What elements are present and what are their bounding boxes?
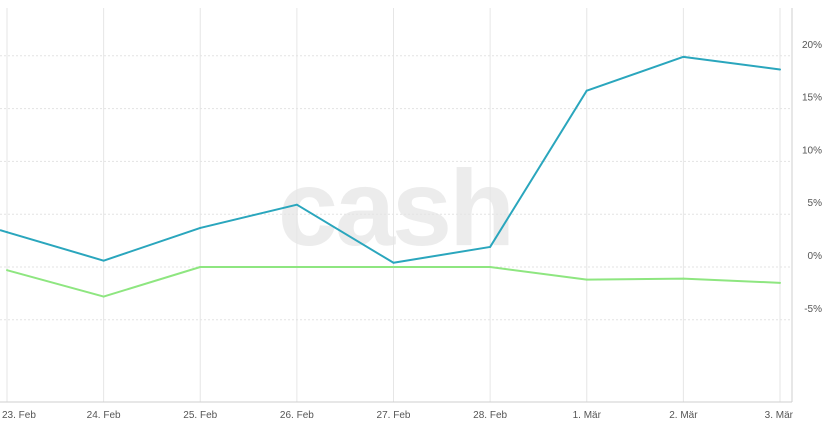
tick-labels: 20% 15% 10% 5% 0% -5% 23. Feb 24. Feb 25. Feb 26.… [2, 40, 822, 421]
y-tick-label: 10% [802, 145, 822, 156]
data-point [682, 55, 685, 58]
axes [0, 8, 793, 403]
x-tick-label: 24. Feb [87, 410, 121, 421]
data-point [779, 68, 781, 71]
data-point [102, 295, 105, 298]
data-point [585, 89, 588, 92]
data-point [6, 269, 8, 272]
x-tick-label: 1. Mär [573, 410, 602, 421]
x-tick-label: 25. Feb [183, 410, 217, 421]
series-line-1 [0, 55, 781, 264]
y-tick-label: 0% [808, 251, 823, 262]
y-tick-label: -5% [804, 304, 822, 315]
x-tick-label: 28. Feb [473, 410, 507, 421]
y-tick-label: 5% [808, 198, 823, 209]
series-layer [0, 55, 781, 298]
data-point [682, 277, 685, 280]
y-tick-label: 20% [802, 40, 822, 51]
data-point [585, 278, 588, 281]
data-point [489, 245, 492, 248]
data-point [199, 226, 202, 229]
data-point [392, 261, 395, 264]
x-tick-label: 27. Feb [377, 410, 411, 421]
data-point [102, 259, 105, 262]
data-point [392, 266, 395, 268]
data-point [199, 266, 202, 268]
x-tick-label: 3. Mär [765, 410, 794, 421]
data-point [295, 203, 298, 206]
data-point [6, 231, 8, 234]
x-tick-label: 23. Feb [2, 410, 36, 421]
x-tick-label: 2. Mär [669, 410, 698, 421]
watermark: cash [278, 147, 512, 268]
data-point [295, 266, 298, 268]
data-point [489, 266, 492, 268]
x-tick-label: 26. Feb [280, 410, 314, 421]
y-tick-label: 15% [802, 93, 822, 104]
data-point [779, 281, 781, 284]
